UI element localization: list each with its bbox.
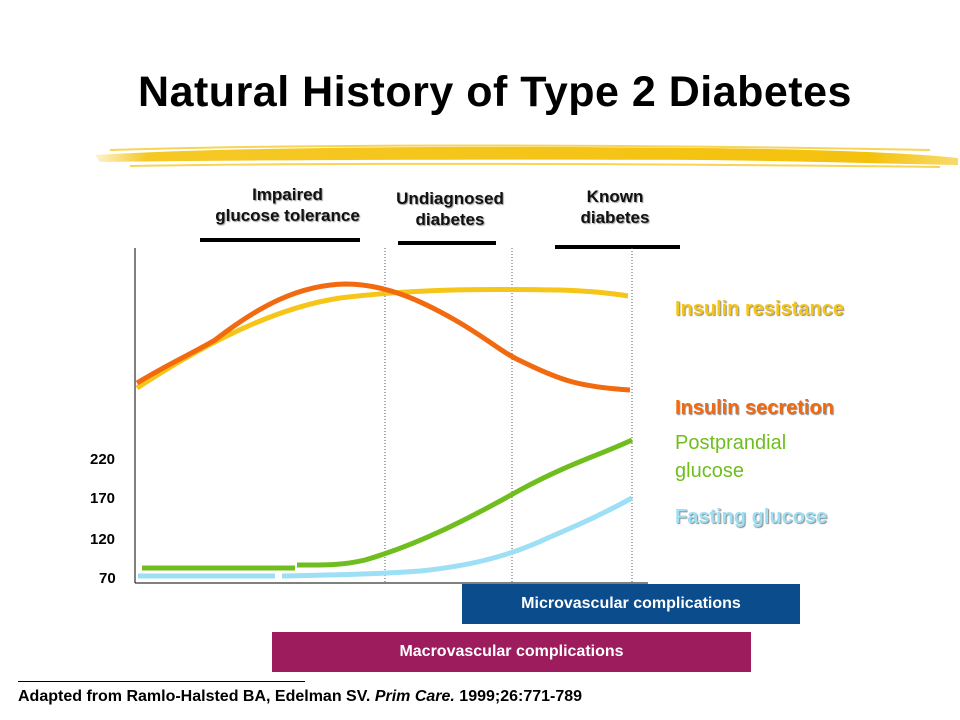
stage-undiagnosed-line2: diabetes	[415, 210, 485, 229]
y-tick-120: 120	[90, 531, 116, 548]
series-insulin-resistance	[135, 286, 629, 391]
y-tick-70: 70	[99, 570, 116, 587]
stage-bar-known	[555, 245, 680, 249]
citation: Adapted from Ramlo-Halsted BA, Edelman S…	[18, 688, 582, 706]
citation-authors: Adapted from Ramlo-Halsted BA, Edelman S…	[18, 688, 375, 705]
title-underline-brush	[95, 144, 958, 168]
page-title: Natural History of Type 2 Diabetes	[138, 68, 852, 116]
stage-label-impaired: Impaired glucose tolerance	[200, 184, 375, 226]
label-postprandial-line2: glucose	[675, 460, 744, 482]
series-postprandial-glucose	[296, 437, 634, 568]
stage-impaired-line2: glucose tolerance	[215, 206, 360, 225]
series-insulin-secretion	[135, 281, 631, 393]
macrovascular-complications-box: Macrovascular complications	[272, 632, 751, 672]
citation-rule	[18, 681, 305, 682]
microvascular-complications-box: Microvascular complications	[462, 584, 800, 624]
y-tick-220: 220	[90, 451, 116, 468]
citation-journal: Prim Care.	[374, 688, 455, 705]
y-tick-170: 170	[90, 490, 116, 507]
stage-label-undiagnosed: Undiagnosed diabetes	[380, 188, 520, 230]
label-insulin-resistance: Insulin resistance	[675, 298, 844, 320]
stage-impaired-line1: Impaired	[252, 185, 323, 204]
label-fasting-glucose: Fasting glucose	[675, 506, 828, 528]
label-insulin-secretion: Insulin secretion	[675, 397, 834, 419]
label-postprandial-line1: Postprandial	[675, 432, 787, 454]
stage-known-line2: diabetes	[580, 208, 650, 227]
label-postprandial-glucose: Postprandial glucose	[675, 432, 786, 483]
stage-label-known: Known diabetes	[555, 186, 675, 228]
stage-undiagnosed-line1: Undiagnosed	[396, 189, 504, 208]
stage-bar-impaired	[200, 238, 360, 242]
citation-details: 1999;26:771-789	[454, 688, 583, 705]
stage-bar-undiagnosed	[398, 241, 496, 245]
stage-known-line1: Known	[586, 187, 644, 206]
series-fasting-glucose	[281, 495, 634, 579]
